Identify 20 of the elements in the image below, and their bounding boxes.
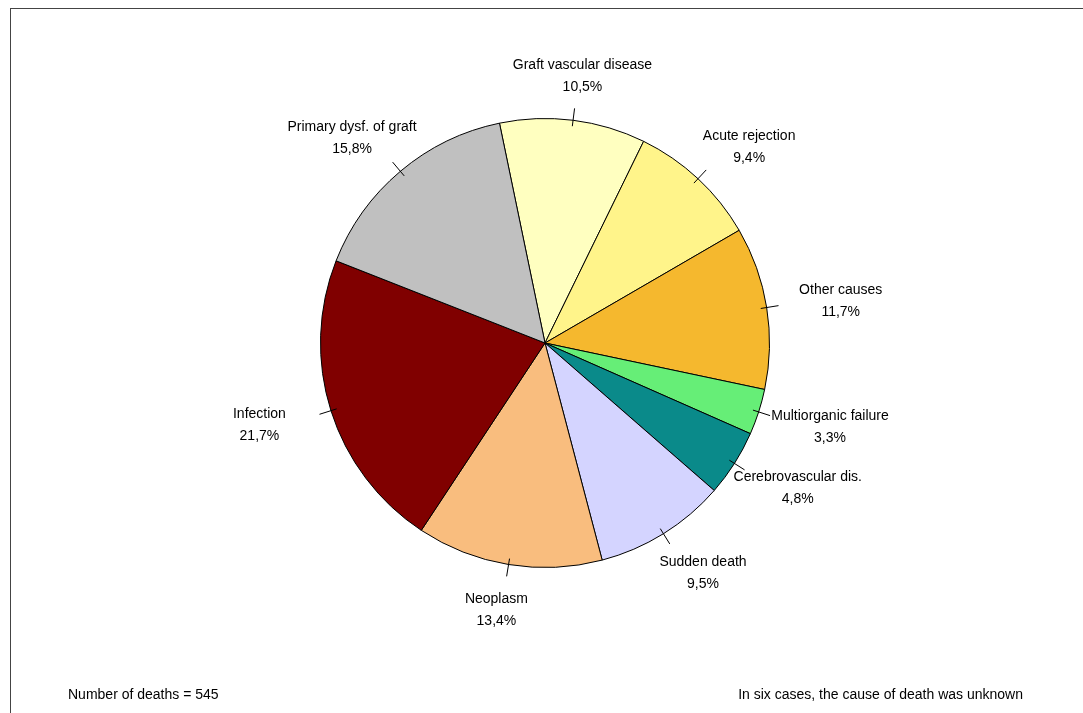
data-label: 4,8% <box>781 490 814 507</box>
data-label: 3,3% <box>814 428 846 445</box>
slice-label: Primary dysf. of graft <box>287 117 417 134</box>
slice-label: Multiorganic failure <box>771 406 889 423</box>
slice-label: Acute rejection <box>702 126 796 143</box>
text: In six cases, the cause of death was unknown <box>738 686 1023 702</box>
slice-label: Cerebrovascular dis. <box>733 468 862 485</box>
data-label: 21,7% <box>239 427 280 444</box>
data-label: 9,4% <box>733 148 766 165</box>
data-label: 11,7% <box>821 303 861 320</box>
slice-label: Neoplasm <box>464 589 528 606</box>
slice-label: Other causes <box>799 281 883 298</box>
slice-label: Infection <box>232 405 286 422</box>
data-label: 13,4% <box>476 611 517 628</box>
slice-label: Sudden death <box>659 552 747 569</box>
slice-label: Graft vascular disease <box>512 56 653 73</box>
data-label: 10,5% <box>562 78 603 95</box>
text: Number of deaths = 545 <box>68 686 219 702</box>
data-label: 15,8% <box>332 139 372 156</box>
data-label: 9,5% <box>687 574 719 591</box>
